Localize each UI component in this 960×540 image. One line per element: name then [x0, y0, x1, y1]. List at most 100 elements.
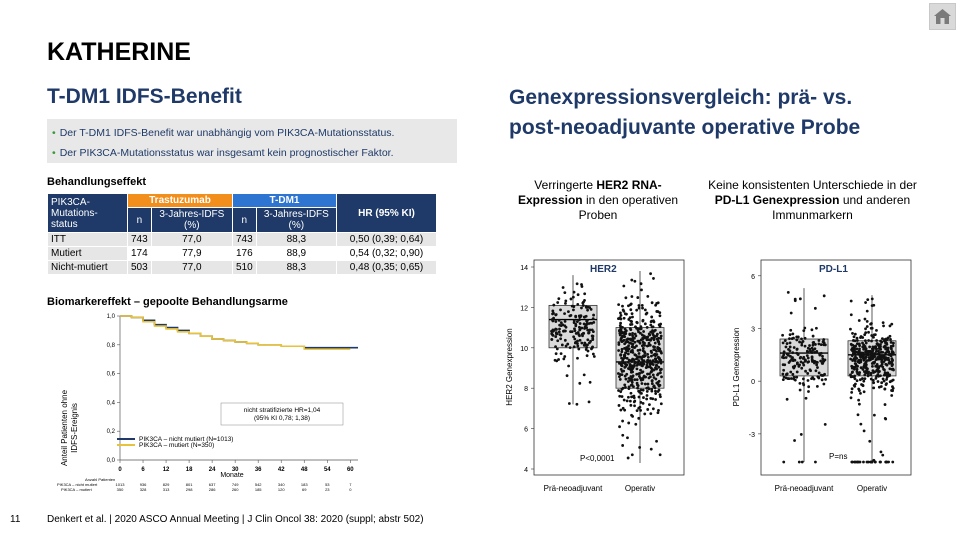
data-point: [864, 327, 867, 331]
data-point: [646, 352, 650, 356]
data-point: [650, 336, 654, 340]
data-point: [640, 382, 644, 385]
data-point: [580, 283, 583, 286]
data-point: [633, 340, 637, 344]
data-point: [635, 308, 639, 312]
data-point: [561, 286, 565, 289]
data-point: [875, 347, 878, 351]
data-point: [869, 357, 873, 360]
data-point: [552, 303, 556, 307]
data-point: [871, 378, 875, 382]
data-point: [575, 282, 579, 286]
data-point: [789, 354, 792, 358]
data-point: [879, 450, 883, 454]
data-point: [637, 304, 641, 307]
data-point: [635, 344, 638, 348]
data-point: [648, 403, 651, 407]
data-point: [628, 359, 631, 363]
data-point: [641, 402, 645, 405]
data-point: [645, 326, 649, 329]
data-point: [563, 312, 566, 315]
data-point: [789, 328, 793, 332]
home-button[interactable]: [929, 3, 956, 30]
data-point: [629, 378, 632, 382]
data-point: [815, 384, 819, 388]
data-point: [816, 366, 819, 369]
data-point: [627, 421, 631, 425]
data-point: [572, 335, 576, 339]
data-point: [578, 381, 582, 385]
km-risk-value: 936: [140, 482, 147, 487]
data-point: [884, 460, 888, 464]
data-point: [586, 328, 590, 332]
data-point: [781, 333, 784, 337]
data-point: [645, 394, 649, 397]
data-point: [795, 362, 799, 366]
km-risk-value: 183: [301, 482, 308, 487]
data-point: [869, 377, 873, 381]
data-point: [650, 315, 654, 319]
km-y-tick-label: 0,4: [107, 400, 116, 406]
data-point: [645, 389, 649, 393]
data-point: [795, 348, 799, 351]
data-point: [861, 341, 864, 345]
data-point: [807, 385, 811, 389]
data-point: [617, 341, 621, 344]
data-point: [652, 353, 656, 357]
data-point: [875, 362, 879, 366]
km-risk-value: 749: [232, 482, 239, 487]
data-point: [862, 352, 866, 356]
data-point: [795, 351, 799, 355]
data-point: [867, 356, 871, 359]
data-point: [803, 359, 807, 363]
data-point: [641, 349, 645, 353]
y-tick-label: 4: [524, 467, 528, 474]
km-y-tick-label: 0,2: [107, 429, 116, 435]
data-point: [636, 327, 640, 331]
data-point: [862, 429, 866, 433]
data-point: [620, 347, 624, 351]
data-point: [639, 331, 642, 335]
data-point: [788, 333, 792, 337]
data-point: [872, 335, 875, 339]
data-point: [883, 338, 886, 342]
data-point: [626, 352, 630, 356]
data-point: [569, 330, 572, 334]
data-point: [621, 419, 624, 423]
data-point: [817, 371, 821, 375]
data-point: [626, 380, 630, 383]
data-point: [630, 295, 634, 298]
data-point: [872, 458, 876, 462]
data-point: [563, 355, 567, 358]
data-point: [654, 377, 658, 381]
data-point: [639, 327, 643, 331]
data-point: [869, 373, 873, 377]
data-point: [629, 383, 633, 387]
data-point: [636, 383, 639, 387]
data-point: [624, 351, 628, 355]
data-point: [810, 328, 814, 332]
data-point: [575, 402, 579, 406]
data-point: [853, 384, 857, 388]
data-point: [864, 301, 867, 304]
y-tick-label: 0: [751, 379, 755, 386]
data-point: [823, 358, 827, 362]
data-point: [885, 377, 888, 381]
data-point: [620, 395, 624, 398]
data-point: [885, 363, 889, 367]
data-point: [649, 272, 652, 276]
data-point: [619, 321, 622, 325]
data-point: [856, 460, 859, 464]
table-row: Mutiert 174 77,9 176 88,9 0,54 (0,32; 0,…: [47, 246, 437, 261]
data-point: [639, 282, 643, 286]
data-point: [624, 377, 628, 381]
data-point: [649, 412, 653, 416]
data-point: [890, 389, 893, 392]
data-point: [800, 343, 804, 347]
y-tick-label: 10: [520, 346, 528, 353]
data-point: [659, 395, 662, 399]
data-point: [654, 398, 657, 401]
key-findings-box: • Der T-DM1 IDFS-Benefit war unabhängig v…: [47, 119, 457, 163]
data-point: [821, 361, 825, 365]
data-point: [649, 370, 653, 374]
